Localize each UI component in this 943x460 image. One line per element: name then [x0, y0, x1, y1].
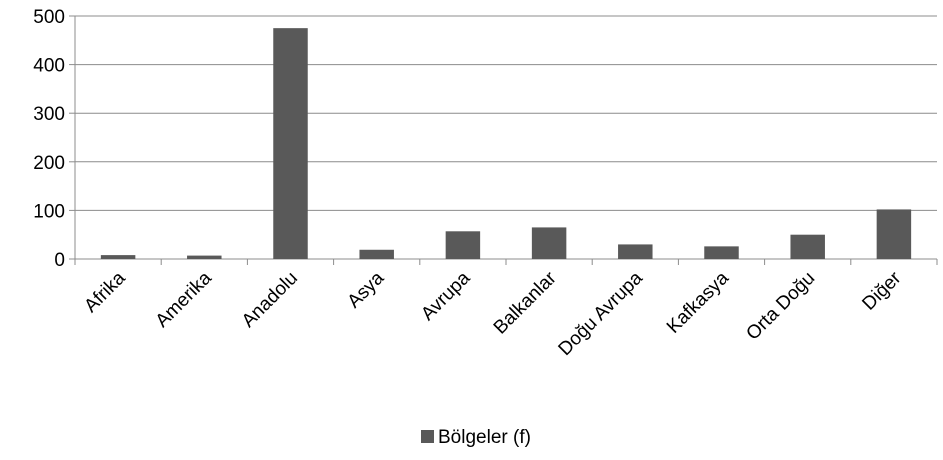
x-tick-label: Balkanlar	[490, 267, 561, 338]
bar-afrika	[100, 255, 136, 259]
x-tick-label: Avrupa	[417, 267, 474, 324]
x-tick-label: Asya	[344, 267, 389, 312]
bar-balkanlar	[531, 227, 567, 259]
bar-orta-doğu	[790, 234, 825, 259]
axes	[69, 15, 938, 265]
legend-swatch	[421, 430, 434, 443]
x-tick-labels: Afrika Amerika Anadolu Asya Avrupa BalkanlarD…	[80, 267, 905, 360]
x-tick-label: Amerika	[152, 267, 216, 331]
y-tick-label: 200	[33, 153, 65, 174]
x-tick-label: Orta Doğu	[742, 268, 819, 345]
bar-doğu-avrupa	[618, 244, 653, 259]
x-tick-label: Diğer	[858, 267, 905, 314]
y-tick-labels: 0 100 200 300 400 500	[33, 7, 65, 271]
legend-label: Bölgeler (f)	[438, 427, 531, 448]
bar-amerika	[187, 255, 222, 259]
bar-avrupa	[445, 231, 481, 259]
bar-asya	[359, 249, 394, 259]
x-tick-label: Afrika	[80, 267, 129, 316]
bars	[100, 28, 912, 260]
x-tick-label: Anadolu	[238, 268, 302, 332]
y-tick-label: 500	[33, 7, 65, 28]
gridlines	[75, 15, 937, 260]
x-tick-label: Kafkasya	[663, 267, 733, 337]
y-tick-label: 100	[33, 201, 65, 222]
bar-kafkasya	[704, 246, 739, 259]
bar-diğer	[876, 209, 912, 259]
legend: Bölgeler (f)	[421, 427, 531, 448]
bar-anadolu	[273, 28, 308, 260]
x-tick-label: Doğu Avrupa	[555, 267, 648, 360]
y-tick-label: 400	[33, 56, 65, 77]
y-tick-label: 300	[33, 104, 65, 125]
y-tick-label: 0	[54, 250, 65, 271]
